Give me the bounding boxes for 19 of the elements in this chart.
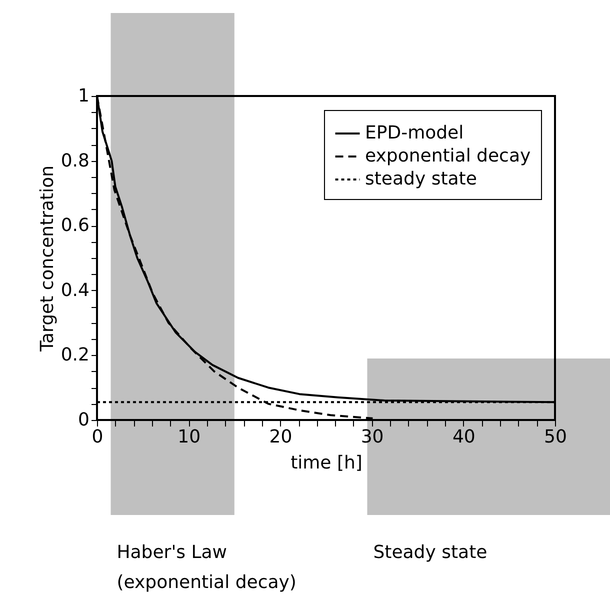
legend-label: steady state <box>365 168 477 190</box>
x-tick-label: 50 <box>544 426 567 448</box>
band-label: Haber's Law (exponential decay) <box>116 542 296 593</box>
y-tick-label: 0.8 <box>60 150 90 172</box>
x-tick-label: 10 <box>178 426 201 448</box>
y-axis-title: Target concentration <box>36 165 58 353</box>
band-label: Steady state <box>373 542 488 563</box>
x-axis-title: time [h] <box>290 452 362 474</box>
y-tick-label: 0.6 <box>60 215 90 236</box>
y-tick-label: 0.2 <box>60 344 90 366</box>
y-tick-label: 0.4 <box>60 280 90 301</box>
y-tick-label: 1 <box>78 86 90 106</box>
x-tick-label: 20 <box>269 426 292 448</box>
x-tick-label: 40 <box>452 426 476 448</box>
x-tick-label: 30 <box>360 426 384 448</box>
legend-label: exponential decay <box>365 146 531 166</box>
legend-label: EPD-model <box>365 122 464 144</box>
x-tick-label: 0 <box>92 426 104 448</box>
y-tick-label: 0 <box>78 410 90 430</box>
